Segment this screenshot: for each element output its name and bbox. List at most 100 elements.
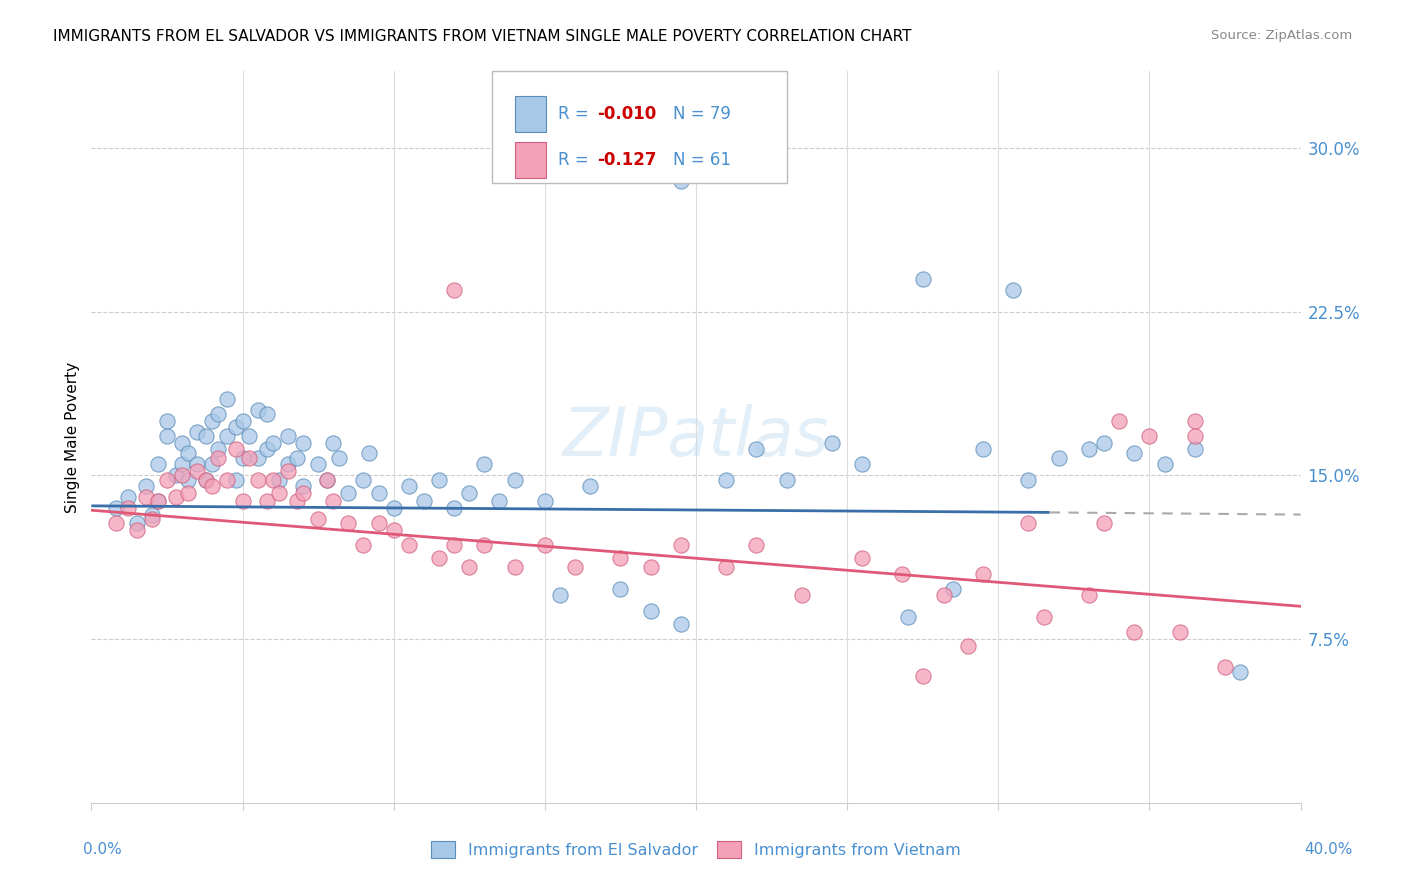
Point	[1002, 283, 1025, 297]
Point	[172, 458, 194, 472]
Point	[1092, 435, 1115, 450]
Point	[246, 402, 269, 417]
Point	[292, 435, 315, 450]
Text: IMMIGRANTS FROM EL SALVADOR VS IMMIGRANTS FROM VIETNAM SINGLE MALE POVERTY CORRE: IMMIGRANTS FROM EL SALVADOR VS IMMIGRANT…	[53, 29, 912, 44]
Point	[911, 272, 934, 286]
Point	[201, 458, 224, 472]
Point	[146, 458, 169, 472]
Point	[207, 407, 229, 421]
Point	[640, 604, 662, 618]
Point	[117, 501, 139, 516]
Point	[488, 494, 510, 508]
Point	[1123, 446, 1146, 460]
Point	[1184, 442, 1206, 456]
Point	[533, 494, 555, 508]
Point	[201, 414, 224, 428]
Y-axis label: Single Male Poverty: Single Male Poverty	[65, 361, 80, 513]
Text: 40.0%: 40.0%	[1305, 842, 1353, 856]
Text: N = 61: N = 61	[673, 151, 731, 169]
Point	[472, 538, 495, 552]
Point	[503, 560, 526, 574]
Point	[714, 473, 737, 487]
Point	[851, 458, 873, 472]
Point	[292, 485, 315, 500]
Text: -0.127: -0.127	[598, 151, 657, 169]
Point	[231, 494, 253, 508]
Point	[669, 538, 692, 552]
Text: R =: R =	[558, 151, 595, 169]
Point	[104, 516, 127, 531]
Point	[472, 458, 495, 472]
Point	[277, 429, 299, 443]
Point	[186, 464, 208, 478]
Point	[225, 420, 247, 434]
Point	[195, 429, 218, 443]
Point	[897, 610, 920, 624]
Point	[956, 639, 979, 653]
Point	[177, 473, 200, 487]
Point	[285, 450, 308, 465]
Point	[932, 588, 955, 602]
Point	[165, 490, 187, 504]
Point	[125, 516, 148, 531]
Point	[1077, 588, 1099, 602]
Point	[316, 473, 339, 487]
Point	[776, 473, 799, 487]
Point	[195, 473, 218, 487]
Point	[427, 473, 450, 487]
Point	[195, 473, 218, 487]
Point	[207, 442, 229, 456]
Point	[177, 446, 200, 460]
Point	[256, 442, 278, 456]
Point	[1229, 665, 1251, 679]
Point	[256, 494, 278, 508]
Point	[172, 435, 194, 450]
Point	[156, 473, 179, 487]
Point	[231, 450, 253, 465]
Point	[135, 479, 157, 493]
Point	[942, 582, 965, 596]
Point	[669, 616, 692, 631]
Point	[262, 473, 284, 487]
Point	[146, 494, 169, 508]
Point	[890, 566, 912, 581]
Point	[367, 516, 389, 531]
Point	[352, 473, 374, 487]
Point	[277, 464, 299, 478]
Point	[548, 588, 571, 602]
Point	[246, 450, 269, 465]
Point	[277, 458, 299, 472]
Point	[1184, 414, 1206, 428]
Point	[285, 494, 308, 508]
Point	[225, 473, 247, 487]
Point	[322, 494, 344, 508]
Point	[458, 485, 481, 500]
Point	[207, 450, 229, 465]
Point	[745, 442, 768, 456]
Point	[609, 551, 631, 566]
Point	[125, 523, 148, 537]
Point	[104, 501, 127, 516]
Point	[292, 479, 315, 493]
Point	[1018, 516, 1040, 531]
Point	[821, 435, 844, 450]
Point	[246, 473, 269, 487]
Point	[156, 414, 179, 428]
Point	[443, 283, 465, 297]
Text: 0.0%: 0.0%	[83, 842, 122, 856]
Point	[413, 494, 436, 508]
Point	[225, 442, 247, 456]
Point	[503, 473, 526, 487]
Point	[579, 479, 602, 493]
Point	[307, 512, 329, 526]
Point	[117, 490, 139, 504]
Point	[359, 446, 381, 460]
Point	[238, 429, 260, 443]
Point	[1018, 473, 1040, 487]
Point	[1139, 429, 1161, 443]
Point	[1168, 625, 1191, 640]
Point	[851, 551, 873, 566]
Point	[172, 468, 194, 483]
Point	[1108, 414, 1130, 428]
Point	[141, 508, 163, 522]
